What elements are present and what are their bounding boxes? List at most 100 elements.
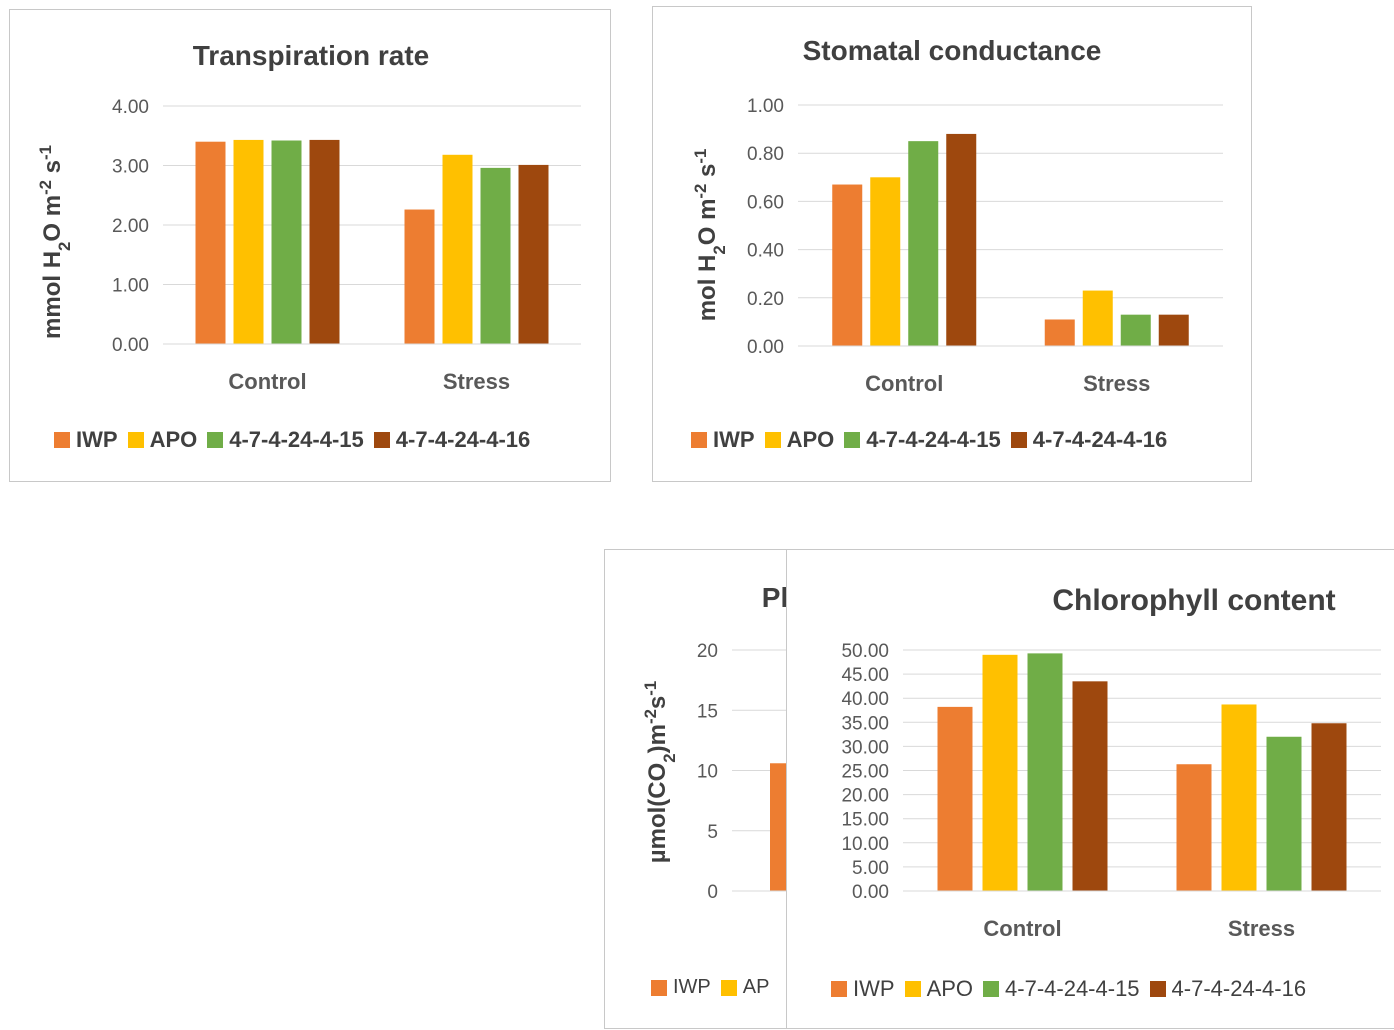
legend-swatch [127,432,144,448]
y-tick-label: 40.00 [841,689,889,710]
stomatal-legend: IWP APO 4-7-4-24-4-15 4-7-4-24-4-16 [691,427,1167,453]
legend-swatch [651,979,667,996]
y-tick-label: 45.00 [841,665,889,686]
legend-label: APO [926,976,974,1001]
legend-swatch [373,432,390,448]
bar-apo-control [982,654,1018,891]
bar-iwp-control [832,184,863,346]
y-tick-label: 0.40 [747,241,784,262]
bar-apo-control [233,139,264,344]
bar-4-7-4-24-4-15-stress [1120,314,1151,346]
legend-item: 4-7-4-24-4-16 [1149,976,1307,1002]
bar-4-7-4-24-4-15-control [271,140,302,344]
legend-swatch [983,981,1000,997]
y-axis-label: µmol(CO2)m-2s-1 [641,681,679,863]
y-tick-label: 15 [697,701,718,722]
y-tick-label: 1.00 [747,96,784,117]
transpiration-chart: Transpiration rate 0.00 1.00 2.00 3.00 4.00 mm… [36,40,581,394]
y-tick-label: 0.20 [747,289,784,310]
legend-label: 4-7-4-24-4-15 [1005,976,1140,1001]
y-tick-label: 50.00 [841,641,889,662]
stomatal-chart: Stomatal conductance 0.00 0.20 0.40 0.60 0.80… [691,35,1223,396]
legend-item: APO [127,427,198,453]
y-tick-label: 1.00 [112,276,149,297]
bar-iwp-control [937,706,973,891]
bar-4-7-4-24-4-15-control [1027,653,1063,891]
y-tick-label: 0.00 [852,882,889,903]
transpiration-chart-panel: Transpiration rate 0.00 1.00 2.00 3.00 4.00 mm… [9,9,611,482]
y-tick-label: 2.00 [112,216,149,237]
legend-item: IWP [54,427,118,453]
bar-4-7-4-24-4-16-stress [1311,723,1347,891]
legend-item: 4-7-4-24-4-16 [1010,427,1168,453]
legend-label: 4-7-4-24-4-15 [866,427,1001,452]
bar-4-7-4-24-4-15-stress [1266,736,1302,891]
legend-label: 4-7-4-24-4-15 [229,427,364,452]
legend-label: IWP [76,427,118,452]
bar-apo-control [870,177,901,346]
chlorophyll-legend: IWP APO 4-7-4-24-4-15 4-7-4-24-4-16 [831,976,1306,1002]
bar-4-7-4-24-4-15-control [908,141,939,346]
legend-label: 4-7-4-24-4-16 [1032,427,1168,452]
legend-label: IWP [853,976,895,1001]
bar-iwp-stress [1176,764,1212,891]
legend-label: 4-7-4-24-4-16 [395,427,531,452]
legend-swatch [831,981,847,997]
x-category-label: Control [983,916,1061,941]
legend-swatch [844,432,861,448]
chart-title: Pl [762,582,788,613]
y-tick-label: 5 [707,822,718,843]
legend-item: 4-7-4-24-4-16 [373,427,531,453]
x-category-label: Stress [443,369,510,394]
bar-4-7-4-24-4-16-stress [518,164,549,344]
y-tick-label: 3.00 [112,157,149,178]
legend-item: IWP [831,976,895,1002]
legend-item: IWP [651,976,711,999]
y-tick-label: 0.00 [747,337,784,358]
bar-apo-stress [1221,704,1257,891]
y-axis-label: mol H2O m-2 s-1 [691,149,729,322]
legend-swatch [54,432,70,448]
y-tick-label: 35.00 [841,713,889,734]
y-tick-label: 0 [707,882,718,903]
chart-title: Transpiration rate [193,40,430,71]
y-tick-label: 20.00 [841,786,889,807]
y-tick-label: 4.00 [112,97,149,118]
x-category-label: Stress [1228,916,1295,941]
x-category-label: Stress [1083,371,1150,396]
legend-swatch [1010,432,1027,448]
y-tick-label: 0.80 [747,144,784,165]
bar-iwp-stress [1044,319,1075,346]
bar-apo-stress [1082,290,1113,346]
x-category-label: Control [865,371,943,396]
legend-item: 4-7-4-24-4-15 [983,976,1140,1002]
legend-item: 4-7-4-24-4-15 [844,427,1001,453]
legend-label: IWP [673,976,711,998]
bar-4-7-4-24-4-15-stress [480,167,511,344]
bar-iwp-stress [404,209,435,344]
legend-swatch [904,981,921,997]
legend-item: APO [764,427,834,453]
y-tick-label: 5.00 [852,858,889,879]
bar-4-7-4-24-4-16-control [1072,681,1108,891]
y-tick-label: 10 [697,762,718,783]
legend-label: 4-7-4-24-4-16 [1171,976,1307,1001]
chart-title: Stomatal conductance [803,35,1102,66]
stomatal-chart-panel: Stomatal conductance 0.00 0.20 0.40 0.60 0.80… [652,6,1252,482]
legend-item: AP [720,976,769,999]
y-tick-label: 25.00 [841,762,889,783]
y-tick-label: 10.00 [841,834,889,855]
y-tick-label: 20 [697,641,718,662]
chlorophyll-chart-panel: Chlorophyll content 0.00 5.00 10.00 15.00 20.… [786,549,1394,1029]
y-tick-label: 30.00 [841,737,889,758]
x-category-label: Control [228,369,306,394]
legend-item: IWP [691,427,755,453]
legend-label: APO [149,427,198,452]
legend-swatch [207,432,224,448]
chart-title: Chlorophyll content [1052,584,1335,617]
bar-4-7-4-24-4-16-stress [1158,314,1189,346]
legend-swatch [1149,981,1166,997]
transpiration-legend: IWP APO 4-7-4-24-4-15 4-7-4-24-4-16 [54,427,530,453]
legend-item: 4-7-4-24-4-15 [207,427,364,453]
bar-apo-stress [442,154,473,344]
